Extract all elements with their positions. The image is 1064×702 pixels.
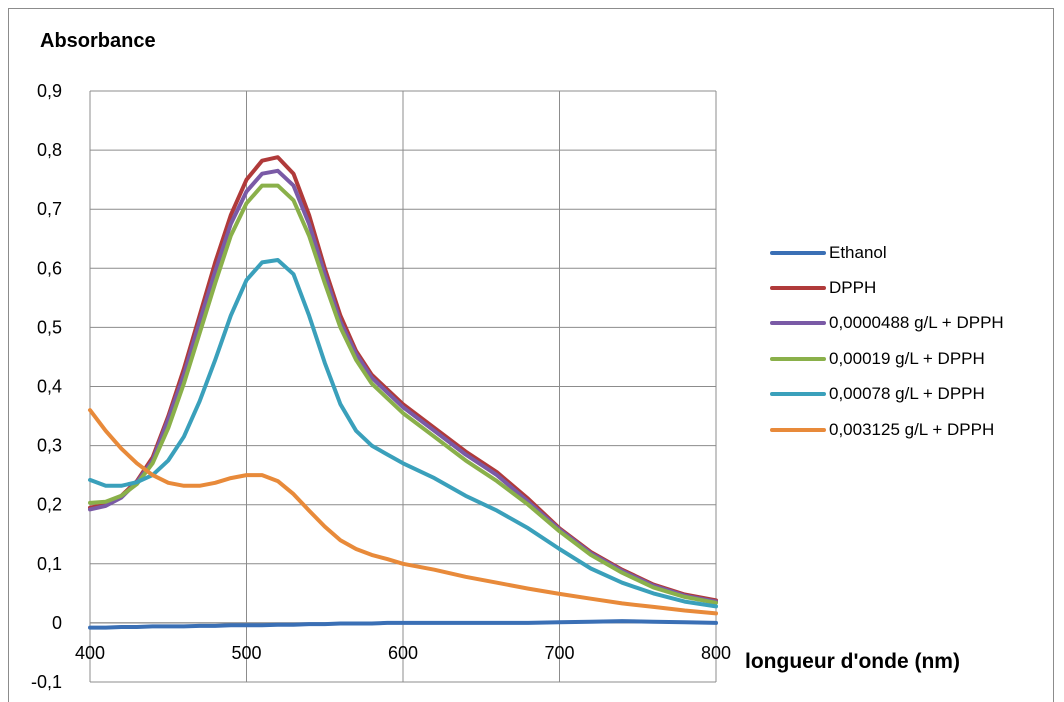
x-tick-label: 800	[701, 643, 731, 663]
y-tick-label: 0,5	[37, 317, 62, 337]
legend-item: 0,00019 g/L + DPPH	[770, 341, 1004, 376]
series-lines	[88, 155, 718, 630]
legend-label: 0,003125 g/L + DPPH	[829, 419, 995, 439]
legend-label: Ethanol	[829, 242, 887, 262]
legend: Ethanol DPPH 0,0000488 g/L + DPPH 0,00019 g…	[770, 235, 1004, 447]
series-line	[88, 183, 718, 605]
legend-label: 0,00078 g/L + DPPH	[829, 384, 985, 404]
legend-item: 0,0000488 g/L + DPPH	[770, 306, 1004, 341]
legend-swatch	[770, 427, 826, 432]
y-tick-label: 0,3	[37, 436, 62, 456]
legend-swatch	[770, 392, 826, 397]
x-tick-label: 500	[231, 643, 261, 663]
x-tick-label: 700	[544, 643, 574, 663]
y-tick-label: 0,6	[37, 258, 62, 278]
y-tick-label: 0,7	[37, 199, 62, 219]
legend-label: DPPH	[829, 278, 877, 298]
legend-swatch	[770, 250, 826, 255]
legend-item: DPPH	[770, 270, 1004, 305]
x-tick-label: 600	[388, 643, 418, 663]
legend-item: 0,00078 g/L + DPPH	[770, 377, 1004, 412]
x-axis-title: longueur d'onde (nm)	[745, 650, 960, 673]
y-tick-label: 0,9	[37, 81, 62, 101]
legend-swatch	[770, 356, 826, 361]
legend-item: Ethanol	[770, 235, 1004, 270]
x-tick-label: 400	[75, 643, 105, 663]
y-tick-label: 0,4	[37, 377, 62, 397]
y-tick-label: 0,1	[37, 554, 62, 574]
series-line	[88, 258, 718, 609]
y-tick-label: 0	[52, 613, 62, 633]
y-tick-label: 0,8	[37, 140, 62, 160]
legend-label: 0,0000488 g/L + DPPH	[829, 313, 1004, 333]
legend-item: 0,003125 g/L + DPPH	[770, 412, 1004, 447]
series-line	[88, 408, 718, 616]
series-line	[88, 619, 718, 630]
chart-frame	[8, 8, 1054, 702]
legend-swatch	[770, 321, 826, 326]
tick-labels: -0,1 0 0,1 0,2 0,3 0,4 0,5 0,6 0,7 0,8 0,9 400 500 60…	[31, 81, 731, 692]
y-tick-label: 0,2	[37, 495, 62, 515]
legend-label: 0,00019 g/L + DPPH	[829, 348, 985, 368]
y-tick-label: -0,1	[31, 672, 62, 692]
y-axis-title: Absorbance	[40, 30, 156, 52]
legend-swatch	[770, 286, 826, 291]
